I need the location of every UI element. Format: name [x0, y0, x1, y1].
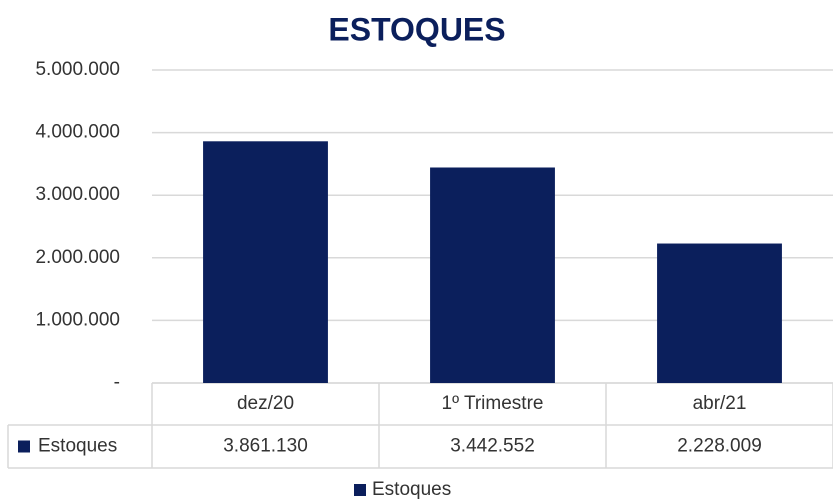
y-tick-label: 4.000.000 [35, 122, 120, 143]
data-label: 2.228.009 [677, 436, 762, 457]
y-tick-label: - [114, 372, 120, 393]
bar [203, 141, 328, 383]
data-label: 3.442.552 [450, 436, 535, 457]
legend-key [354, 484, 366, 496]
y-tick-label: 1.000.000 [35, 309, 120, 330]
y-tick-label: 5.000.000 [35, 59, 120, 80]
data-label: 3.861.130 [223, 436, 308, 457]
bar [430, 167, 555, 383]
x-tick-label: dez/20 [237, 393, 294, 414]
bar [657, 243, 782, 383]
table-series-name: Estoques [38, 436, 117, 457]
x-tick-label: 1º Trimestre [442, 393, 544, 414]
legend-key [18, 440, 30, 453]
y-tick-label: 2.000.000 [35, 247, 120, 268]
y-tick-label: 3.000.000 [35, 184, 120, 205]
chart-title: ESTOQUES [328, 11, 505, 47]
x-tick-label: abr/21 [693, 393, 747, 414]
legend-label: Estoques [372, 479, 451, 500]
